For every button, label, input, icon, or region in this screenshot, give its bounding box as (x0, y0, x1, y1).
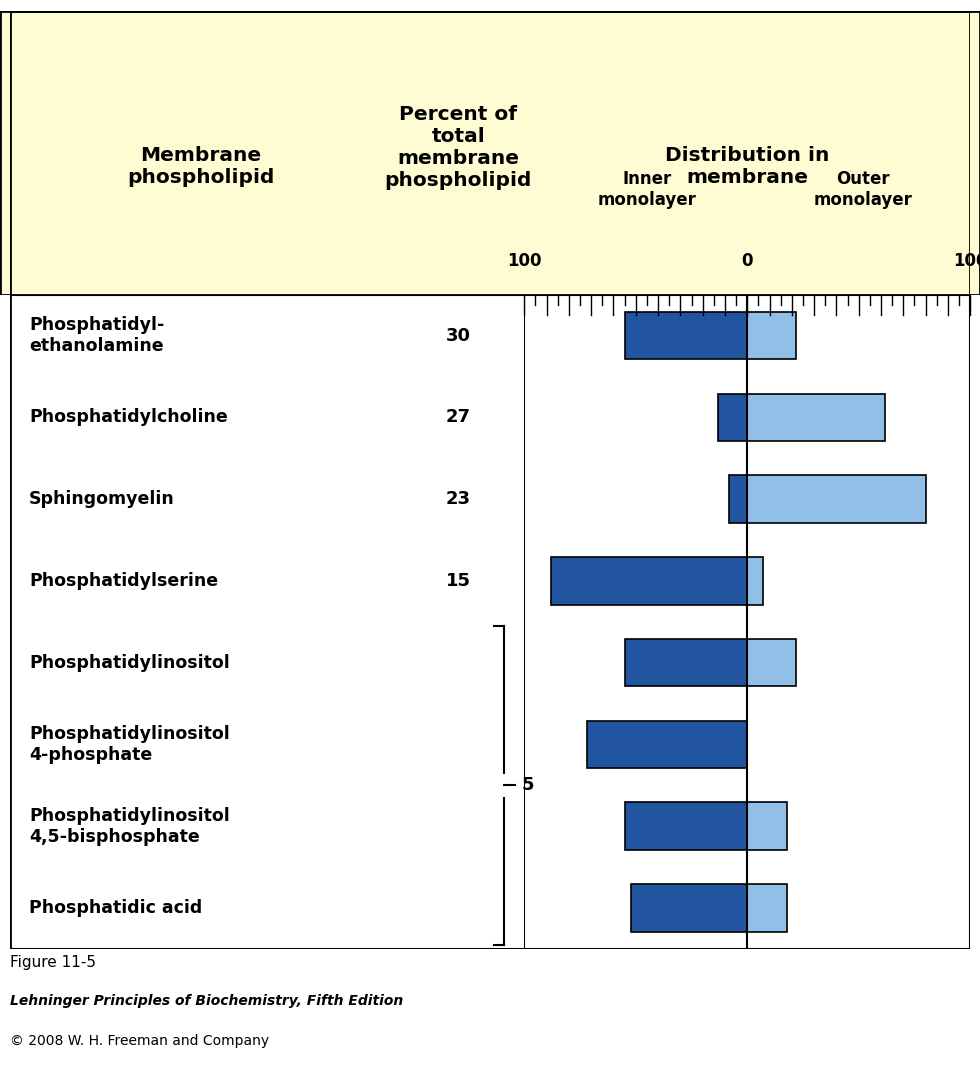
Bar (748, 557, 762, 605)
Bar (729, 476, 748, 523)
Bar (624, 639, 748, 686)
Bar (551, 557, 748, 605)
Text: Lehninger Principles of Biochemistry, Fifth Edition: Lehninger Principles of Biochemistry, Fi… (10, 994, 403, 1008)
Text: 15: 15 (446, 571, 470, 590)
Text: 27: 27 (446, 408, 470, 427)
Text: Phosphatidylinositol: Phosphatidylinositol (29, 654, 229, 672)
Text: Phosphatidyl-
ethanolamine: Phosphatidyl- ethanolamine (29, 316, 165, 355)
Bar (748, 803, 787, 850)
Text: 100: 100 (953, 252, 980, 270)
Text: Phosphatidylcholine: Phosphatidylcholine (29, 408, 227, 427)
Bar (624, 803, 748, 850)
Text: 100: 100 (507, 252, 542, 270)
Text: 23: 23 (446, 490, 470, 508)
Bar (748, 639, 797, 686)
Text: 5: 5 (521, 776, 534, 794)
Bar (624, 312, 748, 359)
Text: 30: 30 (446, 327, 470, 345)
Text: Outer
monolayer: Outer monolayer (813, 170, 912, 209)
Text: 0: 0 (742, 252, 753, 270)
Text: Phosphatidylinositol
4-phosphate: Phosphatidylinositol 4-phosphate (29, 725, 229, 763)
Text: Sphingomyelin: Sphingomyelin (29, 490, 174, 508)
Text: Membrane
phospholipid: Membrane phospholipid (127, 147, 274, 188)
Bar (631, 884, 748, 932)
Text: Percent of
total
membrane
phospholipid: Percent of total membrane phospholipid (384, 105, 532, 190)
Text: Phosphatidylserine: Phosphatidylserine (29, 571, 218, 590)
Bar (748, 393, 886, 441)
Text: Figure 11-5: Figure 11-5 (10, 954, 96, 969)
Text: Inner
monolayer: Inner monolayer (598, 170, 697, 209)
Text: Distribution in
membrane: Distribution in membrane (665, 147, 829, 188)
Bar (748, 884, 787, 932)
Bar (587, 720, 748, 768)
Text: Phosphatidylinositol
4,5-bisphosphate: Phosphatidylinositol 4,5-bisphosphate (29, 807, 229, 846)
Bar (748, 476, 925, 523)
Bar (718, 393, 748, 441)
Bar (748, 312, 797, 359)
Text: © 2008 W. H. Freeman and Company: © 2008 W. H. Freeman and Company (10, 1033, 269, 1047)
Text: Phosphatidic acid: Phosphatidic acid (29, 898, 202, 917)
